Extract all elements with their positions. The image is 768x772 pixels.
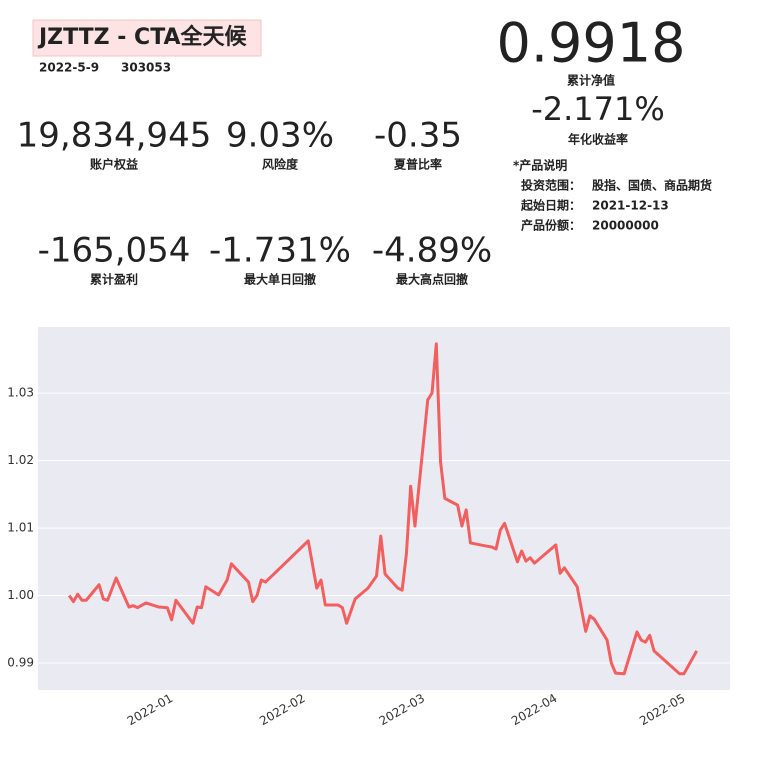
- y-tick-label: 1.02: [7, 453, 34, 467]
- x-tick-label: 2022-03: [377, 691, 427, 728]
- metric-label: 最大单日回撤: [244, 272, 316, 287]
- y-tick-label: 1.00: [7, 588, 34, 602]
- metric-label: 夏普比率: [394, 157, 442, 172]
- annual-label: 年化收益率: [568, 132, 628, 147]
- x-tick-label: 2022-02: [257, 691, 307, 728]
- x-tick-label: 2022-05: [637, 691, 687, 728]
- metric-label: 账户权益: [90, 157, 138, 172]
- metric-value: 19,834,945: [17, 116, 212, 156]
- x-tick-label: 2022-01: [125, 691, 175, 728]
- product-key: 投资范围：: [521, 178, 581, 193]
- metric-label: 最大高点回撤: [396, 272, 468, 287]
- title-box: [32, 19, 262, 57]
- title: JZTTZ - CTA全天候: [37, 24, 248, 50]
- x-tick-label: 2022-04: [509, 691, 559, 728]
- product-key: 产品份额：: [521, 218, 581, 233]
- y-tick-label: 0.99: [7, 656, 34, 670]
- annual-value: -2.171%: [531, 90, 665, 128]
- date: 2022-5-9: [39, 61, 99, 75]
- metric-value: -4.89%: [372, 231, 492, 271]
- product-title: *产品说明: [513, 158, 567, 173]
- code: 303053: [121, 61, 171, 75]
- metric-value: -1.731%: [209, 231, 351, 271]
- product-value: 20000000: [592, 219, 659, 233]
- nav-label: 累计净值: [567, 73, 615, 88]
- nav-value: 0.9918: [497, 12, 686, 75]
- y-tick-label: 1.01: [7, 521, 34, 535]
- metric-label: 累计盈利: [90, 272, 138, 287]
- plot-background: [38, 327, 730, 690]
- product-value: 股指、国债、商品期货: [592, 178, 712, 193]
- product-value: 2021-12-13: [592, 199, 669, 213]
- metric-label: 风险度: [262, 157, 299, 172]
- line: [67, 342, 699, 676]
- metric-value: 9.03%: [226, 116, 334, 156]
- product-key: 起始日期：: [520, 198, 581, 213]
- metric-value: -0.35: [374, 116, 462, 156]
- metric-value: -165,054: [38, 231, 191, 271]
- y-tick-label: 1.03: [7, 386, 34, 400]
